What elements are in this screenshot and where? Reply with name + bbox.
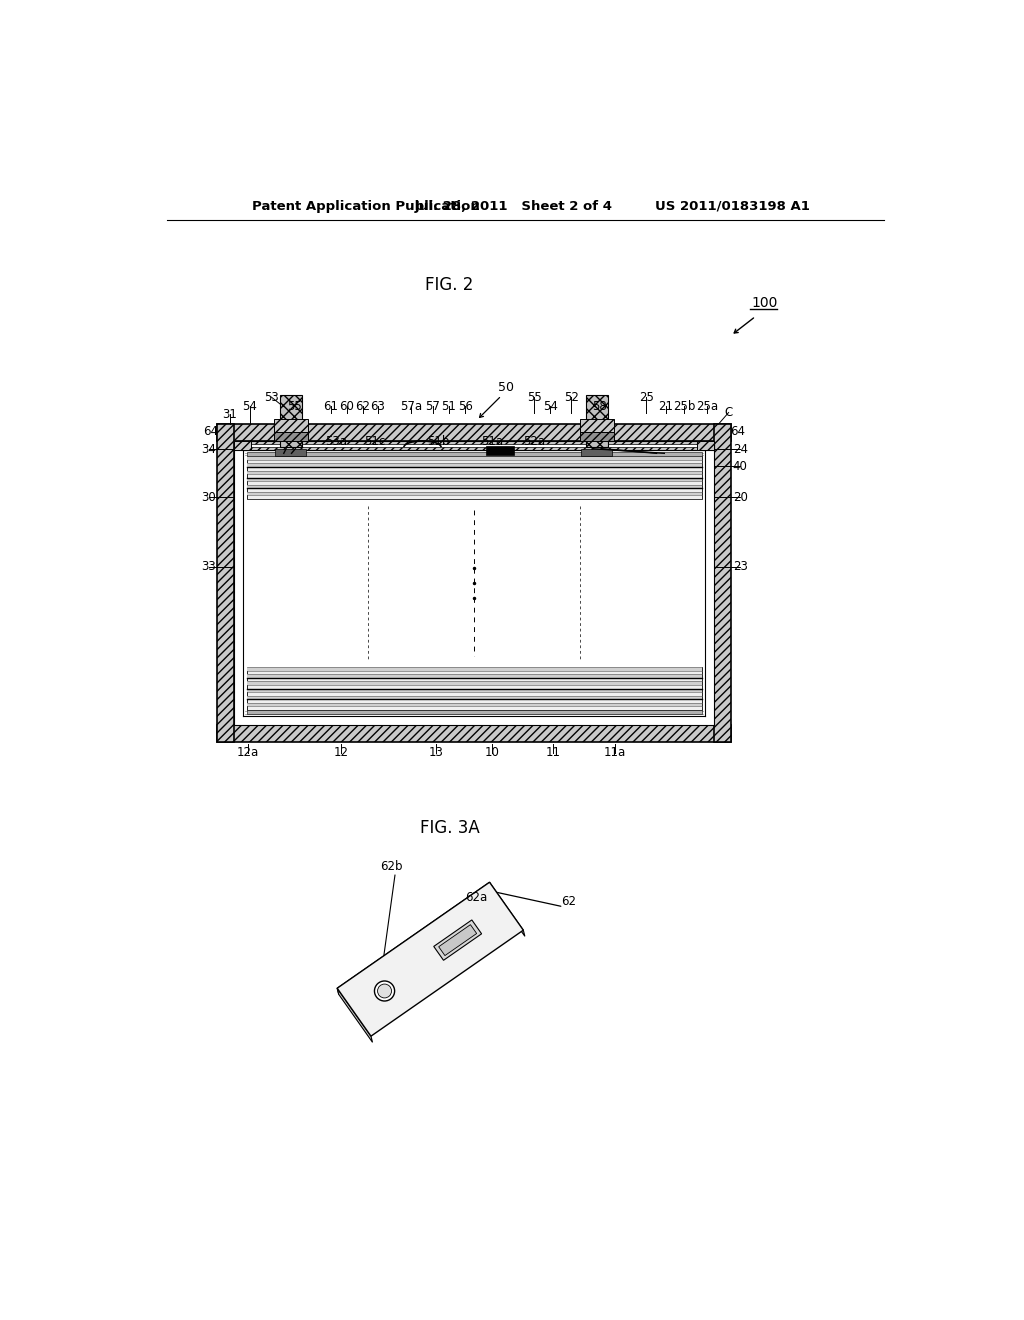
Text: 52: 52 <box>564 391 579 404</box>
Text: 12: 12 <box>334 746 348 759</box>
Text: 55: 55 <box>526 391 542 404</box>
Text: 11: 11 <box>545 746 560 759</box>
Text: 40: 40 <box>733 459 748 473</box>
Text: 64: 64 <box>730 425 744 438</box>
Text: 51: 51 <box>441 400 457 413</box>
Bar <box>714 424 731 742</box>
Bar <box>247 484 701 488</box>
Bar <box>247 689 701 692</box>
Text: 10: 10 <box>484 746 500 759</box>
Text: 25: 25 <box>639 391 654 404</box>
Bar <box>247 696 701 700</box>
Text: 57a: 57a <box>399 400 422 413</box>
Text: 12a: 12a <box>237 746 259 759</box>
Text: 54: 54 <box>543 400 558 413</box>
Text: 31: 31 <box>222 408 237 421</box>
Text: 64: 64 <box>203 425 218 438</box>
Text: 53: 53 <box>264 391 279 404</box>
Text: C: C <box>725 407 733 418</box>
Bar <box>580 420 614 432</box>
Text: 30: 30 <box>202 491 216 504</box>
Text: 60: 60 <box>339 400 354 413</box>
Polygon shape <box>438 925 476 956</box>
Bar <box>217 424 731 441</box>
Bar <box>234 441 714 450</box>
Bar <box>247 470 701 474</box>
Text: 55: 55 <box>288 400 302 413</box>
Text: 53a: 53a <box>325 436 347 449</box>
Text: 100: 100 <box>752 296 778 310</box>
Text: 33: 33 <box>202 560 216 573</box>
Bar <box>245 444 703 447</box>
Bar <box>247 702 701 706</box>
Bar <box>247 457 701 459</box>
Text: 50: 50 <box>499 381 514 395</box>
Text: 54: 54 <box>243 400 257 413</box>
Circle shape <box>375 981 394 1001</box>
Text: 24: 24 <box>733 444 748 455</box>
Bar <box>582 449 612 457</box>
Text: Jul. 28, 2011   Sheet 2 of 4: Jul. 28, 2011 Sheet 2 of 4 <box>415 199 612 213</box>
Text: 62: 62 <box>355 400 371 413</box>
Bar <box>234 441 714 725</box>
Text: Patent Application Publication: Patent Application Publication <box>252 199 480 213</box>
Bar <box>697 441 714 450</box>
Bar <box>247 463 701 467</box>
Bar <box>234 441 251 450</box>
Bar <box>247 675 701 678</box>
Text: 52a: 52a <box>523 436 545 449</box>
Bar <box>273 432 308 441</box>
Text: 23: 23 <box>733 560 748 573</box>
Bar <box>217 424 234 742</box>
Text: 11a: 11a <box>603 746 626 759</box>
Polygon shape <box>337 989 373 1043</box>
Bar <box>273 420 308 432</box>
Text: 51c: 51c <box>364 436 385 449</box>
Circle shape <box>378 985 391 998</box>
Text: 62b: 62b <box>380 861 402 874</box>
Bar <box>217 725 731 742</box>
Text: 61: 61 <box>324 400 339 413</box>
Text: 34: 34 <box>201 444 216 455</box>
Bar <box>247 457 701 499</box>
Text: US 2011/0183198 A1: US 2011/0183198 A1 <box>655 199 810 213</box>
Text: 56: 56 <box>458 400 472 413</box>
Bar <box>247 681 701 685</box>
Text: 51a: 51a <box>481 436 504 449</box>
Text: 21: 21 <box>658 400 674 413</box>
Text: 25a: 25a <box>696 400 718 413</box>
Bar <box>486 446 514 455</box>
Text: 25b: 25b <box>673 400 695 413</box>
Bar <box>247 478 701 480</box>
Text: 58: 58 <box>592 400 606 413</box>
Text: FIG. 2: FIG. 2 <box>425 276 474 294</box>
Bar <box>247 710 701 714</box>
Text: FIG. 3A: FIG. 3A <box>420 820 479 837</box>
Polygon shape <box>489 882 525 936</box>
Bar <box>247 668 701 671</box>
Polygon shape <box>434 920 481 961</box>
Bar <box>247 491 701 495</box>
Text: 13: 13 <box>428 746 443 759</box>
Bar <box>280 395 302 447</box>
Bar <box>247 451 701 457</box>
Bar <box>247 668 701 710</box>
Bar <box>275 449 306 457</box>
Polygon shape <box>337 882 523 1036</box>
Polygon shape <box>337 882 492 994</box>
Text: 63: 63 <box>370 400 385 413</box>
Text: 57: 57 <box>425 400 440 413</box>
Text: 62a: 62a <box>466 891 487 904</box>
Bar <box>580 432 614 441</box>
Text: 62: 62 <box>561 895 575 908</box>
Text: 20: 20 <box>733 491 748 504</box>
Bar <box>586 395 607 447</box>
Text: 51b: 51b <box>427 436 450 449</box>
